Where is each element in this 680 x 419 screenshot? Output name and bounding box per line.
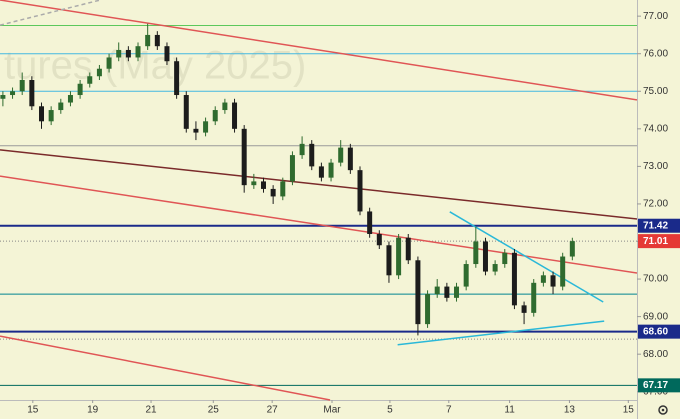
candle-body [154,34,160,47]
candle-body [0,95,6,99]
y-tick-label: 73.00 [643,161,668,172]
candle-body [425,294,431,325]
candle-body [116,49,122,58]
candle-body [560,256,566,287]
candle-body [357,170,363,212]
trend-line [397,320,605,346]
x-tick-label: 15 [623,405,635,416]
candle-body [48,110,54,122]
candle-body [19,80,25,92]
candle-body [376,233,382,246]
candle-body [492,264,498,272]
candle-body [482,241,488,272]
candle-body [251,181,257,186]
candle-body [193,128,199,133]
candle-body [434,286,440,295]
price-label-box [638,378,680,393]
candle-body [232,102,238,129]
candle-body [125,49,131,58]
candle-body [473,241,479,265]
x-tick-label: 27 [267,405,279,416]
y-tick-label: 68.00 [643,349,668,360]
candle-body [183,95,189,129]
candle-body [309,143,315,167]
candle-body [454,286,460,298]
candle-body [328,162,334,178]
trend-line [0,0,638,101]
candle-body [145,34,151,47]
candle-body [540,275,546,283]
x-tick-label: 11 [504,405,515,416]
candle-body [299,143,305,156]
candle-body [569,241,575,257]
price-label: 67.17 [643,380,668,391]
price-label-box [638,234,680,249]
candle-body [338,147,344,163]
y-tick-label: 72.00 [643,199,668,210]
x-tick-label: 19 [87,405,99,416]
x-tick-label: 7 [446,405,452,416]
price-label: 68.60 [643,326,668,337]
candle-body [106,57,112,69]
candle-body [531,282,537,313]
candle-body [367,211,373,234]
candle-body [222,102,228,111]
candle-body [58,102,64,111]
trend-line [0,149,638,220]
candle-body [174,61,180,96]
candle-body [318,166,324,178]
candle-body [511,252,517,306]
candle-body [39,106,45,122]
candle-body [10,91,16,96]
trend-line [0,0,101,26]
candle-body [203,121,209,133]
x-tick-label: Mar [323,405,341,416]
x-tick-label: 21 [145,405,157,416]
y-tick-label: 77.00 [643,11,668,22]
settings-icon[interactable] [658,405,668,415]
candle-body [550,275,556,287]
price-label-box [638,218,680,233]
x-tick-label: 15 [27,405,39,416]
candle-body [96,68,102,77]
candle-body [444,286,450,298]
candle-body [29,80,35,107]
trend-line [0,175,638,274]
y-tick-label: 75.00 [643,86,668,97]
candle-body [260,181,266,189]
x-tick-label: 13 [564,405,576,416]
candle-body [241,128,247,186]
candle-body [77,83,83,96]
y-tick-label: 76.00 [643,48,668,59]
candle-body [135,46,141,58]
candle-body [270,188,276,197]
candle-body [87,76,93,84]
x-tick-label: 5 [387,405,393,416]
candle-body [289,155,295,182]
x-tick-label: 25 [208,405,220,416]
candle-body [67,95,73,103]
candle-body [164,46,170,62]
y-tick-label: 70.00 [643,274,668,285]
candle-body [212,110,218,122]
y-tick-label: 74.00 [643,123,668,134]
candle-body [347,147,353,171]
candle-body [386,245,392,276]
price-label: 71.01 [643,236,668,247]
price-label-box [638,324,680,339]
candle-body [502,252,508,265]
candle-body [396,237,402,276]
candle-body [415,260,421,325]
candle-body [463,264,469,287]
candle-body [521,305,527,313]
trend-line [0,335,331,401]
candle-body [280,181,286,197]
price-label: 71.42 [643,220,668,231]
y-tick-label: 69.00 [643,311,668,322]
watermark: tures (May 2025) [4,44,306,88]
candle-body [405,237,411,261]
